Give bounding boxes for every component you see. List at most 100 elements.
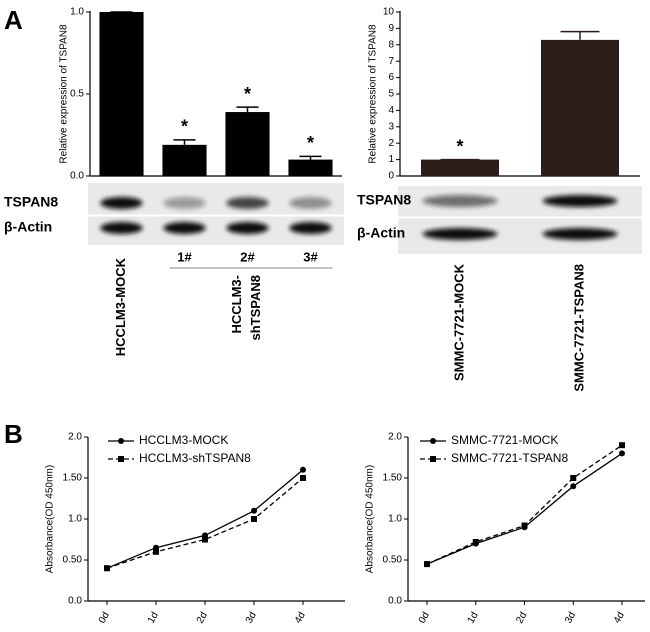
bar	[225, 112, 270, 176]
y-tick-label: 0.0	[388, 596, 402, 607]
marker	[251, 507, 257, 514]
legend-label: SMMC-7721-MOCK	[451, 433, 558, 447]
legend-label: SMMC-7721-TSPAN8	[451, 451, 568, 465]
blot-background	[88, 183, 344, 245]
y-tick-label: 1.0	[70, 7, 84, 18]
y-tick-label: 0.5	[70, 89, 84, 100]
panel-label: B	[4, 419, 23, 449]
y-axis-label: Absorbance(OD 450nm)	[365, 465, 376, 573]
legend-label: HCCLM3-MOCK	[139, 433, 228, 447]
x-tick-label: 2#	[240, 249, 255, 264]
significance-mark: *	[456, 136, 463, 156]
x-tick-label: 2d	[514, 610, 529, 625]
y-tick-label: 0.0	[68, 596, 82, 607]
x-tick-label: 1#	[177, 249, 192, 264]
x-tick-label: 1d	[146, 610, 161, 625]
y-tick-label: 1.50	[63, 473, 83, 484]
blot-band	[163, 222, 206, 234]
x-tick-label: 4d	[293, 610, 308, 625]
x-tick-label: 3d	[563, 610, 578, 625]
marker	[300, 475, 306, 481]
x-tick-label: 1d	[466, 610, 481, 625]
marker	[619, 450, 625, 457]
group-label: HCCLM3-	[229, 275, 244, 334]
marker	[619, 442, 625, 449]
marker	[202, 536, 208, 543]
series-line	[106, 477, 304, 569]
y-tick-label: 5	[388, 89, 394, 100]
x-tick-label: HCCLM3-MOCK	[113, 257, 128, 356]
marker	[521, 522, 528, 529]
blot-band	[226, 222, 269, 234]
marker	[570, 483, 577, 490]
significance-mark: *	[181, 117, 188, 137]
legend-marker	[430, 438, 436, 444]
y-tick-label: 2	[388, 138, 394, 149]
y-tick-label: 1.0	[388, 514, 402, 525]
blot-band	[100, 222, 143, 234]
y-tick-label: 1.0	[68, 514, 82, 525]
blot-band	[289, 197, 332, 209]
y-tick-label: 1	[388, 154, 394, 165]
blot-band	[226, 197, 269, 209]
marker	[424, 561, 430, 568]
x-tick-label: 0d	[417, 610, 432, 625]
y-tick-label: 9	[388, 23, 394, 34]
blot-label: β-Actin	[357, 225, 405, 241]
y-tick-label: 6	[388, 72, 394, 83]
x-tick-label: 4d	[612, 610, 627, 625]
legend-marker	[118, 456, 124, 462]
y-tick-label: 1.50	[383, 473, 403, 484]
marker	[153, 548, 159, 555]
blot-band	[100, 197, 143, 209]
blot-background	[398, 186, 642, 254]
marker	[472, 538, 479, 545]
y-tick-label: 0	[388, 171, 394, 182]
y-axis-label: Relative expression of TSPAN8	[368, 24, 379, 164]
y-tick-label: 7	[388, 56, 394, 67]
series-line	[426, 452, 623, 565]
y-axis-label: Relative expression of TSPAN8	[59, 24, 70, 164]
y-tick-label: 4	[388, 105, 394, 116]
legend-marker	[118, 438, 124, 444]
marker	[570, 475, 577, 481]
bar	[162, 144, 207, 176]
significance-mark: *	[307, 133, 314, 153]
group-label: shTSPAN8	[248, 275, 263, 341]
marker	[300, 466, 306, 473]
y-tick-label: 2.0	[68, 432, 82, 443]
blot-label: β-Actin	[4, 219, 52, 235]
legend-marker	[430, 456, 436, 462]
bar	[421, 159, 499, 176]
bar	[288, 159, 333, 176]
blot-band	[163, 197, 206, 209]
series-line	[106, 469, 304, 569]
x-tick-label: 3d	[244, 610, 259, 625]
blot-band	[422, 195, 498, 207]
bar	[541, 39, 619, 176]
blot-label: TSPAN8	[357, 192, 411, 208]
blot-label: TSPAN8	[4, 194, 58, 210]
bar	[99, 12, 144, 176]
marker	[104, 565, 110, 572]
y-tick-label: 0.0	[70, 171, 84, 182]
significance-mark: *	[244, 84, 251, 104]
x-tick-label: 2d	[195, 610, 210, 625]
blot-band	[289, 222, 332, 234]
y-tick-label: 10	[383, 7, 395, 18]
y-tick-label: 2.0	[388, 432, 402, 443]
y-tick-label: 0.50	[383, 555, 403, 566]
marker	[251, 516, 257, 522]
x-tick-label: 0d	[97, 610, 112, 625]
y-axis-label: Absorbance(OD 450nm)	[45, 465, 56, 573]
blot-band	[422, 228, 498, 240]
y-tick-label: 3	[388, 121, 394, 132]
panel-label: A	[4, 5, 23, 35]
blot-band	[542, 195, 618, 207]
y-tick-label: 0.50	[63, 555, 83, 566]
x-tick-label: 3#	[303, 249, 318, 264]
y-tick-label: 8	[388, 39, 394, 50]
x-tick-label: SMMC-7721-TSPAN8	[571, 264, 586, 392]
blot-band	[542, 228, 618, 240]
